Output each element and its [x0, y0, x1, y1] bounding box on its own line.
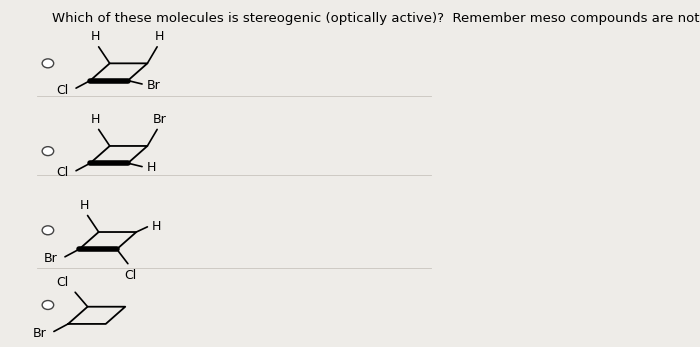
- Circle shape: [42, 147, 54, 155]
- Text: H: H: [80, 199, 89, 212]
- Text: Br: Br: [146, 78, 160, 92]
- Text: Br: Br: [153, 113, 167, 126]
- Text: H: H: [91, 31, 100, 43]
- Text: Cl: Cl: [57, 166, 69, 179]
- Text: H: H: [91, 113, 100, 126]
- Text: H: H: [152, 220, 161, 233]
- Text: Br: Br: [33, 327, 47, 340]
- Text: Cl: Cl: [57, 84, 69, 97]
- Text: Br: Br: [44, 252, 58, 265]
- Circle shape: [42, 301, 54, 310]
- Text: Cl: Cl: [124, 269, 136, 282]
- Text: Cl: Cl: [57, 276, 69, 289]
- Circle shape: [42, 59, 54, 68]
- Text: H: H: [155, 31, 164, 43]
- Text: Which of these molecules is stereogenic (optically active)?  Remember meso compo: Which of these molecules is stereogenic …: [52, 12, 700, 25]
- Circle shape: [42, 226, 54, 235]
- Text: H: H: [146, 161, 156, 174]
